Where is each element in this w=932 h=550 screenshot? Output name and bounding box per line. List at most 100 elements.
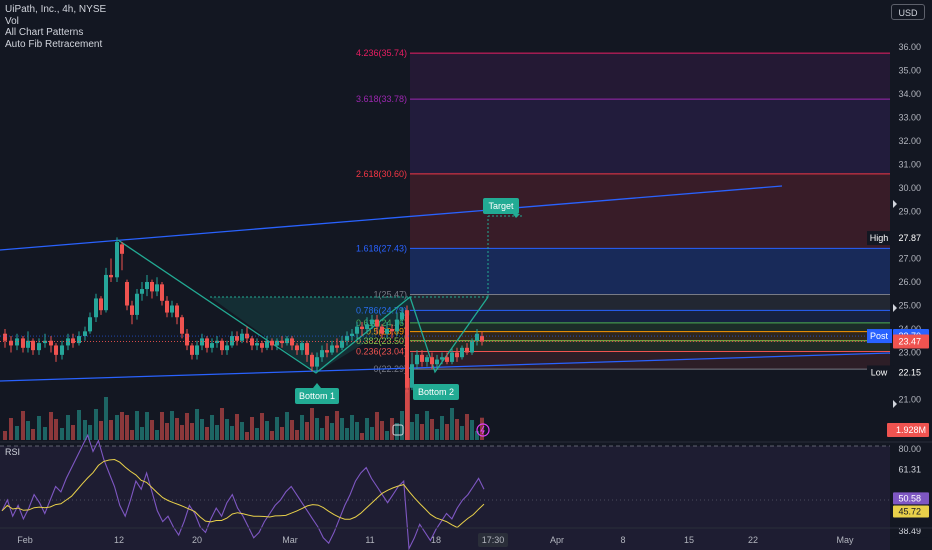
volume-bar [280,427,284,440]
volume-bar [104,397,108,440]
candle-body [195,345,199,355]
candle-body [190,345,194,355]
pattern-label-text: Target [488,201,514,211]
indicator-volume[interactable]: Vol [5,15,19,27]
time-axis-label: Mar [282,535,298,545]
marker-label-bg [867,231,892,246]
candle-body [280,340,284,344]
volume-bar [450,408,454,440]
volume-bar [60,428,64,440]
candle-body [66,338,70,346]
candle-body [480,336,484,342]
candle-body [83,331,87,337]
candle-body [170,305,174,313]
candle-body [115,242,119,278]
time-axis-label: 20 [192,535,202,545]
candle-body [71,338,75,344]
volume-bar [235,414,239,440]
pattern-label-box [413,384,459,400]
volume-bar [265,421,269,440]
price-marker: Low 22.15 [867,365,929,380]
candle-body [315,357,319,367]
marker-label: Low [871,367,888,377]
currency-button[interactable]: USD [891,4,925,20]
candle-body [180,317,184,334]
candle-body [440,357,444,360]
axis-arrow-icon [893,304,897,312]
crosshair-time-bg [478,533,508,547]
rsi-value-bg [893,505,929,518]
candle-body [415,354,419,365]
time-axis-label: Feb [17,535,33,545]
candle-body [380,326,384,334]
candle-body [43,340,47,344]
fib-zone [410,53,890,100]
volume-bar [470,420,474,440]
price-tick-label: 35.00 [898,66,921,76]
volume-bar [330,423,334,440]
volume-bar [88,425,92,440]
candle-body [395,319,399,332]
volume-bar [255,428,259,440]
volume-bar [355,422,359,440]
volume-bar [160,412,164,440]
marker-value-bg [893,231,929,246]
candle-body [145,282,149,290]
volume-bar [455,419,459,440]
volume-bar [460,426,464,440]
candle-body [295,345,299,351]
volume-bar [185,413,189,440]
candle-body [160,284,164,301]
volume-bar [395,423,399,440]
candle-body [165,300,169,313]
fib-zone [410,99,890,174]
marker-value-bg [893,365,929,380]
indicator-chart-patterns[interactable]: All Chart Patterns [5,27,84,38]
candle-body [265,340,269,348]
volume-bar [385,431,389,440]
candle-body [215,340,219,344]
time-axis-label: 12 [114,535,124,545]
earnings-icon [392,424,404,436]
rsi-pane-label[interactable]: RSI [5,447,21,457]
indicator-auto-fib[interactable]: Auto Fib Retracement [5,38,103,50]
candle-body [255,343,259,346]
candle-body [155,284,159,292]
candle-body [360,326,364,329]
time-axis-label: 18 [431,535,441,545]
volume-bar [475,431,479,440]
volume-bar [430,419,434,440]
volume-bar [325,416,329,440]
candle-body [400,312,404,320]
candle-body [325,350,329,353]
candle-body [230,336,234,346]
time-axis-label: 17:30 [482,535,505,545]
candle-body [435,359,439,365]
fib-zone [410,310,890,323]
volume-bar [245,432,249,440]
candle-body [26,340,30,348]
rsi-line [1,433,485,550]
axis-arrow-icon [893,200,897,208]
volume-bar [375,412,379,440]
volume-bar [350,415,354,440]
candle-body [425,357,429,362]
volume-bar [31,429,35,440]
candle-body [340,340,344,348]
volume-bar [155,430,159,440]
symbol-title[interactable]: UiPath, Inc., 4h, NYSE [5,4,107,15]
price-marker: High 27.87 [867,231,929,246]
volume-bar [270,431,274,440]
volume-bar [49,412,53,440]
candle-body [77,336,81,344]
volume-bar [300,415,304,440]
volume-bar [380,421,384,440]
time-axis-label: 8 [620,535,625,545]
pattern-line [117,239,489,374]
pattern-label-box [483,198,519,214]
candle-body [99,298,103,311]
candle-body [405,310,409,388]
volume-bar [360,433,364,440]
fib-level-label: 0.382(23.50) [356,336,407,346]
